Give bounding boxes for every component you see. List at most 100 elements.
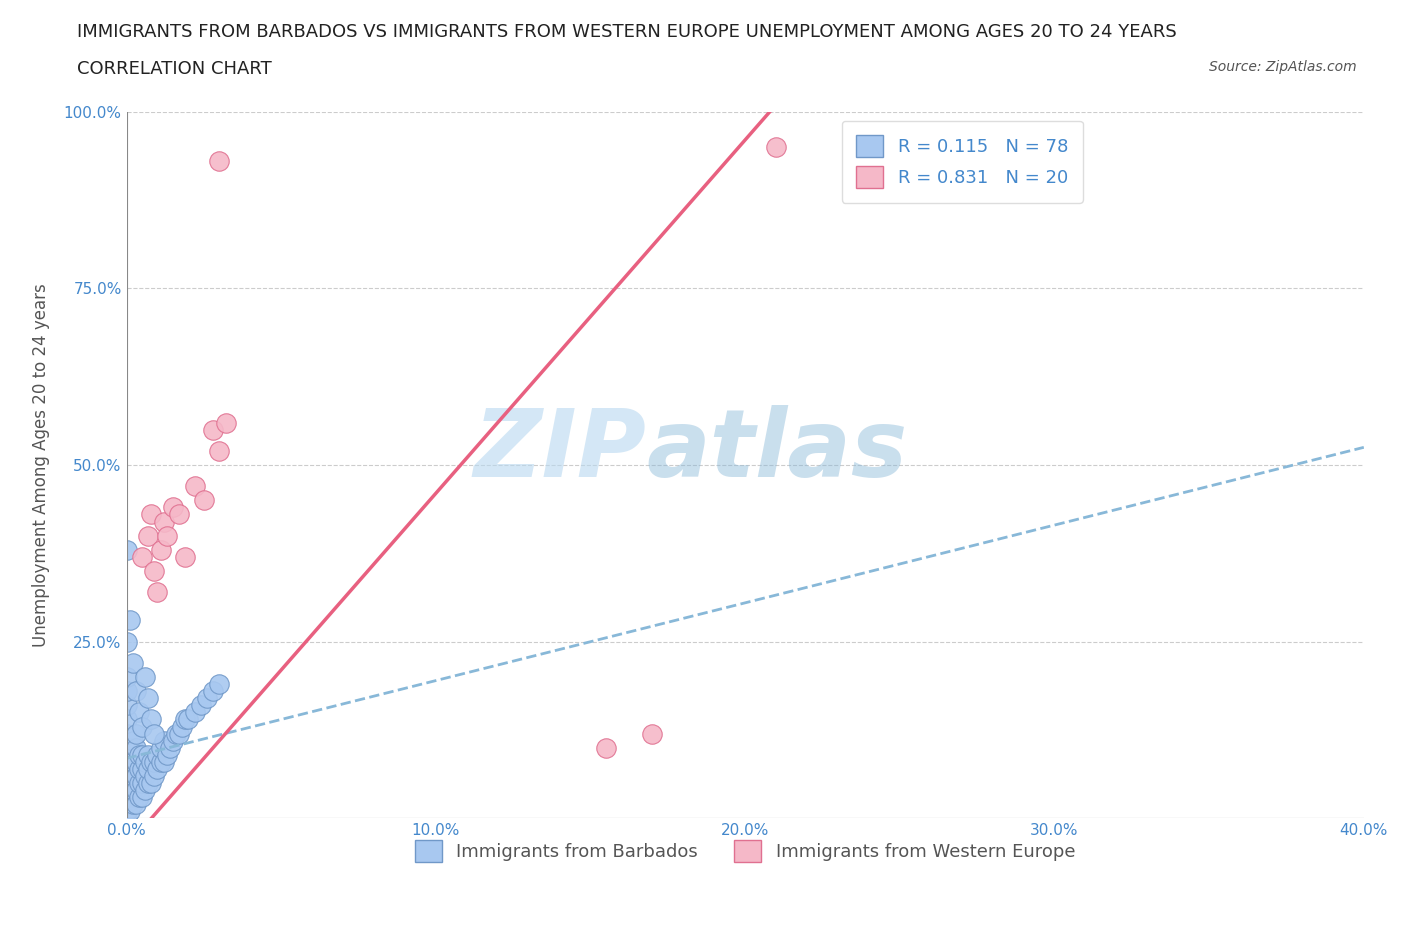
Point (149, 754, 172, 769)
Point (152, 754, 174, 769)
Point (115, 726, 138, 741)
Point (115, 698, 138, 712)
Point (143, 564, 166, 578)
Point (152, 733, 174, 748)
Point (121, 797, 143, 812)
Text: IMMIGRANTS FROM BARBADOS VS IMMIGRANTS FROM WESTERN EUROPE UNEMPLOYMENT AMONG AG: IMMIGRANTS FROM BARBADOS VS IMMIGRANTS F… (77, 23, 1177, 41)
Point (765, 140, 787, 154)
Point (214, 415, 236, 430)
Point (146, 762, 169, 777)
Point (167, 507, 190, 522)
Point (156, 528, 179, 543)
Point (118, 790, 141, 804)
Point (208, 153, 231, 168)
Point (115, 811, 138, 826)
Point (146, 748, 169, 763)
Point (128, 705, 150, 720)
Point (125, 740, 148, 755)
Point (121, 656, 143, 671)
Point (118, 613, 141, 628)
Point (131, 776, 153, 790)
Point (118, 740, 141, 755)
Point (125, 783, 148, 798)
Point (202, 422, 225, 437)
Text: CORRELATION CHART: CORRELATION CHART (77, 60, 273, 78)
Point (134, 768, 156, 783)
Point (115, 776, 138, 790)
Point (125, 768, 148, 783)
Point (121, 733, 143, 748)
Point (125, 684, 148, 698)
Y-axis label: Unemployment Among Ages 20 to 24 years: Unemployment Among Ages 20 to 24 years (32, 283, 49, 647)
Point (190, 698, 212, 712)
Point (128, 790, 150, 804)
Legend: Immigrants from Barbados, Immigrants from Western Europe: Immigrants from Barbados, Immigrants fro… (408, 833, 1083, 870)
Point (641, 726, 664, 741)
Point (134, 754, 156, 769)
Text: atlas: atlas (647, 405, 907, 497)
Point (193, 493, 215, 508)
Point (128, 776, 150, 790)
Point (156, 748, 179, 763)
Point (146, 585, 169, 600)
Point (115, 768, 138, 783)
Point (125, 797, 148, 812)
Point (115, 634, 138, 649)
Point (131, 748, 153, 763)
Point (183, 705, 205, 720)
Point (167, 726, 190, 741)
Point (174, 550, 197, 565)
Point (115, 804, 138, 818)
Text: ZIP: ZIP (474, 405, 647, 497)
Point (128, 748, 150, 763)
Point (115, 790, 138, 804)
Point (149, 740, 172, 755)
Point (131, 719, 153, 734)
Text: Source: ZipAtlas.com: Source: ZipAtlas.com (1209, 60, 1357, 74)
Point (115, 712, 138, 727)
Point (115, 670, 138, 684)
Point (149, 542, 172, 557)
Point (136, 748, 159, 763)
Point (174, 712, 197, 727)
Point (162, 733, 184, 748)
Point (115, 797, 138, 812)
Point (152, 514, 174, 529)
Point (177, 712, 200, 727)
Point (141, 776, 163, 790)
Point (136, 776, 159, 790)
Point (141, 754, 163, 769)
Point (131, 790, 153, 804)
Point (183, 479, 205, 494)
Point (172, 719, 194, 734)
Point (118, 804, 141, 818)
Point (115, 783, 138, 798)
Point (131, 550, 153, 565)
Point (115, 754, 138, 769)
Point (159, 740, 181, 755)
Point (121, 754, 143, 769)
Point (128, 762, 150, 777)
Point (121, 768, 143, 783)
Point (141, 712, 163, 727)
Point (118, 762, 141, 777)
Point (143, 768, 166, 783)
Point (143, 726, 166, 741)
Point (131, 762, 153, 777)
Point (208, 444, 231, 458)
Point (121, 783, 143, 798)
Point (162, 500, 184, 515)
Point (208, 677, 231, 692)
Point (141, 507, 163, 522)
Point (136, 762, 159, 777)
Point (134, 783, 156, 798)
Point (143, 754, 166, 769)
Point (115, 542, 138, 557)
Point (136, 528, 159, 543)
Point (125, 726, 148, 741)
Point (125, 754, 148, 769)
Point (115, 684, 138, 698)
Point (134, 670, 156, 684)
Point (118, 776, 141, 790)
Point (595, 740, 617, 755)
